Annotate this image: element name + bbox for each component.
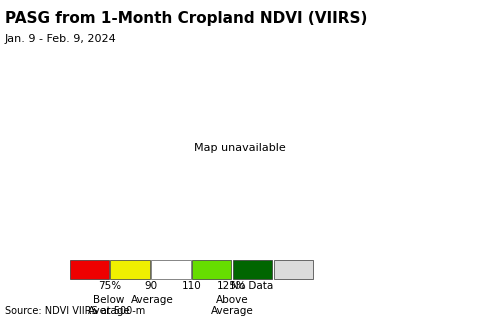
Text: 125%: 125% — [217, 281, 247, 291]
Text: Below: Below — [93, 295, 125, 305]
Text: Jan. 9 - Feb. 9, 2024: Jan. 9 - Feb. 9, 2024 — [5, 34, 117, 44]
Text: Average: Average — [211, 306, 253, 316]
Bar — [70, 260, 109, 279]
Text: 75%: 75% — [98, 281, 121, 291]
Text: No Data: No Data — [231, 281, 274, 291]
Bar — [151, 260, 191, 279]
Text: PASG from 1-Month Cropland NDVI (VIIRS): PASG from 1-Month Cropland NDVI (VIIRS) — [5, 11, 367, 26]
Text: Average: Average — [87, 306, 131, 316]
Text: Average: Average — [131, 295, 173, 305]
Bar — [110, 260, 150, 279]
Text: Source: NDVI VIIRS at 500-m: Source: NDVI VIIRS at 500-m — [5, 306, 145, 316]
Bar — [274, 260, 313, 279]
Bar — [192, 260, 231, 279]
Text: 110: 110 — [181, 281, 201, 291]
Text: 90: 90 — [144, 281, 157, 291]
Text: Map unavailable: Map unavailable — [194, 143, 286, 153]
Bar — [233, 260, 272, 279]
Text: Above: Above — [216, 295, 248, 305]
